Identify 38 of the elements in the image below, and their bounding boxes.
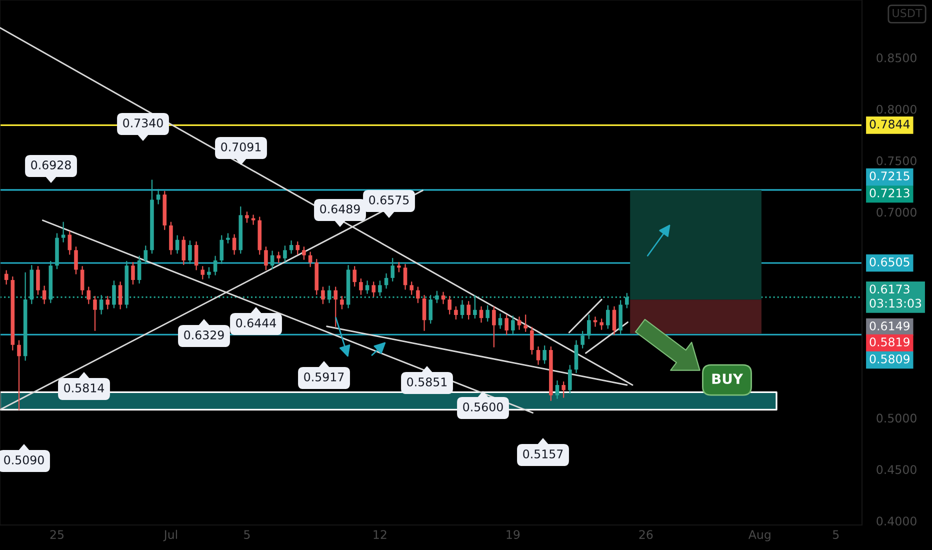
x-tick-label: 5 xyxy=(244,530,250,539)
annotation: 0.7091 xyxy=(221,142,261,152)
x-tick-label: 19 xyxy=(506,530,520,539)
ref-line-label: 0.7215 xyxy=(870,171,910,180)
annotation: 0.7340 xyxy=(123,118,163,128)
y-tick-label: 0.4500 xyxy=(876,465,916,474)
annotation: 0.5090 xyxy=(4,455,44,464)
text: 0.5819 xyxy=(870,337,910,346)
x-tick-label: 26 xyxy=(639,530,653,539)
annotation: 0.5600 xyxy=(463,402,503,412)
annotation: BUY xyxy=(712,374,744,384)
ref-line-label: 0.5809 xyxy=(870,354,910,364)
x-tick-label: Aug xyxy=(748,530,770,542)
y-tick-label: 0.8500 xyxy=(876,53,916,62)
y-tick-label: 0.4000 xyxy=(876,516,916,526)
y-tick-label: 0.5000 xyxy=(876,414,916,423)
x-tick-label: Jul xyxy=(163,530,177,542)
annotation: 0.6928 xyxy=(31,160,71,170)
annotation: 0.6329 xyxy=(184,330,224,340)
annotation: 0.6444 xyxy=(236,318,276,328)
annotation: 0.5814 xyxy=(64,383,104,392)
annotation: 0.5157 xyxy=(523,449,563,458)
x-tick-label: 25 xyxy=(50,530,64,539)
text: 0.6149 xyxy=(870,321,910,330)
ref-line-label: 0.6173 03:13:03 xyxy=(870,284,922,308)
y-tick-label: 0.7500 xyxy=(876,156,916,166)
ref-line-label: 0.6505 xyxy=(870,258,910,266)
y-tick-label: 0.8000 xyxy=(876,104,916,114)
annotation: 0.5851 xyxy=(407,377,447,386)
ref-line-label: 0.7844 xyxy=(870,120,910,129)
x-tick-label: 5 xyxy=(833,530,839,539)
x-tick-label: 12 xyxy=(374,530,386,539)
y-tick-label: 0.7000 xyxy=(876,208,916,217)
text: 0.7213 xyxy=(870,188,910,198)
annotation: 0.5917 xyxy=(304,372,344,382)
text: USDT xyxy=(892,8,922,18)
annotation: 0.6489 xyxy=(320,204,360,214)
annotation: 0.6575 xyxy=(369,195,409,204)
